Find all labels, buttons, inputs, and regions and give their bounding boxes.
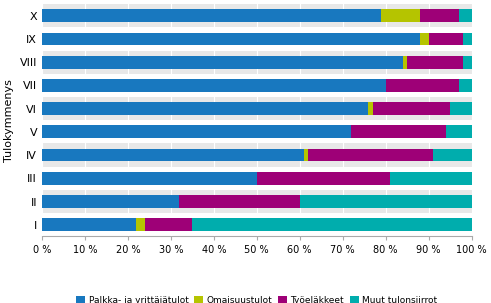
Bar (446, 125, 471, 138)
Bar (42, 190, 471, 213)
Bar (145, 218, 192, 231)
Bar (257, 172, 390, 185)
Bar (136, 218, 145, 231)
Bar (304, 149, 308, 161)
Bar (42, 102, 368, 115)
Bar (459, 9, 471, 22)
Bar (42, 79, 385, 92)
Bar (463, 33, 471, 45)
Bar (368, 102, 373, 115)
Bar (42, 56, 403, 68)
Bar (420, 9, 459, 22)
Bar (300, 195, 471, 208)
Bar (390, 172, 471, 185)
Bar (42, 144, 471, 167)
Bar (42, 33, 420, 45)
Legend: Palkka- ja yrittäjätulot, Omaisuustulot, Työeläkkeet, Muut tulonsiirrot: Palkka- ja yrittäjätulot, Omaisuustulot,… (73, 292, 441, 303)
Bar (42, 172, 257, 185)
Bar (463, 56, 471, 68)
Bar (308, 149, 433, 161)
Bar (429, 33, 463, 45)
Bar (42, 149, 304, 161)
Bar (42, 97, 471, 120)
Bar (42, 218, 136, 231)
Bar (179, 195, 300, 208)
Bar (192, 218, 471, 231)
Bar (42, 9, 382, 22)
Y-axis label: Tulokymmenys: Tulokymmenys (4, 79, 14, 162)
Bar (403, 56, 407, 68)
Bar (407, 56, 463, 68)
Bar (450, 102, 471, 115)
Bar (459, 79, 471, 92)
Bar (385, 79, 459, 92)
Bar (42, 195, 179, 208)
Bar (420, 33, 429, 45)
Bar (373, 102, 450, 115)
Bar (42, 125, 351, 138)
Bar (433, 149, 471, 161)
Bar (42, 51, 471, 74)
Bar (382, 9, 420, 22)
Bar (351, 125, 446, 138)
Bar (42, 4, 471, 27)
